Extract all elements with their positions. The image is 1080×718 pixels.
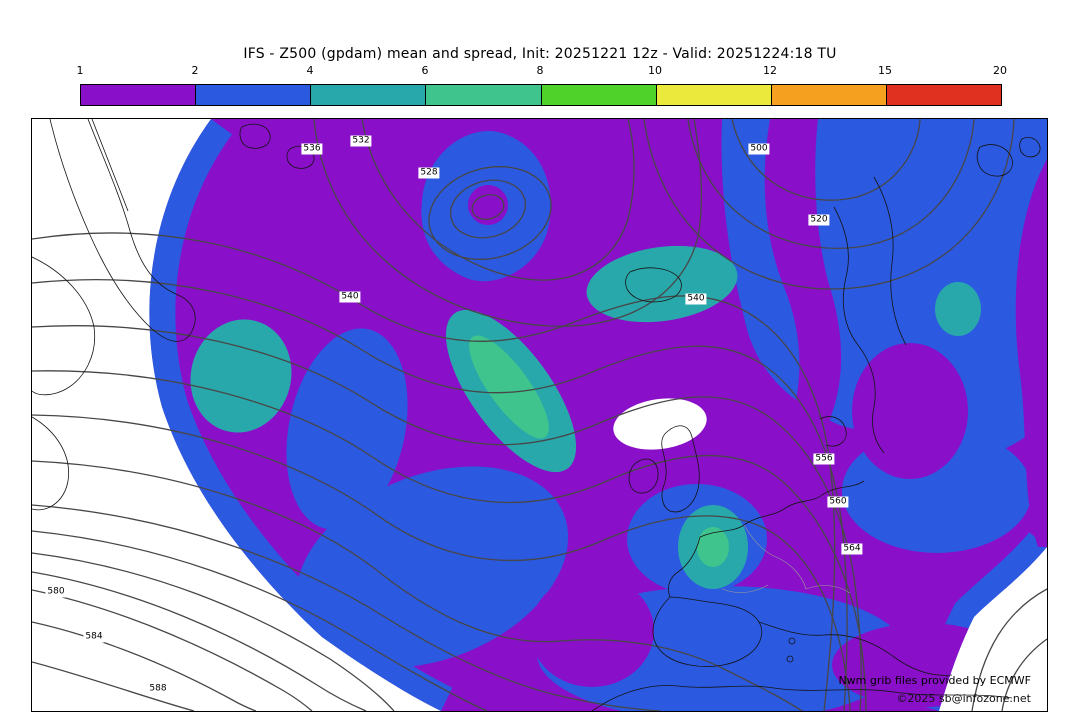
colorbar-segment: [886, 85, 1001, 105]
contour-label: 536: [301, 143, 323, 155]
attribution-provider: Nwm grib files provided by ECMWF: [838, 674, 1031, 687]
coastline-layer: [32, 119, 1041, 711]
contour-label: 560: [827, 496, 849, 508]
contour-label: 520: [808, 214, 830, 226]
colorbar-tick: 15: [878, 64, 892, 77]
map-svg: [32, 119, 1047, 711]
colorbar-segment: [426, 85, 542, 105]
contour-label: 584: [83, 631, 105, 643]
colorbar-segment: [541, 85, 657, 105]
colorbar-tick: 10: [648, 64, 662, 77]
contour-label: 540: [339, 291, 361, 303]
colorbar-segment: [771, 85, 887, 105]
contour-label: 580: [45, 586, 67, 598]
contour-label: 532: [350, 135, 372, 147]
colorbar-bar: [80, 84, 1002, 106]
colorbar-segment: [196, 85, 312, 105]
border-layer: [721, 524, 851, 594]
colorbar-segment: [656, 85, 772, 105]
spread-fill-layer: [149, 119, 1047, 711]
colorbar-tick: 6: [421, 64, 429, 77]
chart-title: IFS - Z500 (gpdam) mean and spread, Init…: [243, 46, 837, 62]
contour-label: 556: [813, 453, 835, 465]
contour-line-layer: [32, 119, 1047, 711]
colorbar-tick: 8: [536, 64, 544, 77]
attribution-copyright: ©2025 sb@infozone.net: [896, 692, 1031, 705]
colorbar-segment: [81, 85, 197, 105]
colorbar-segment: [311, 85, 427, 105]
colorbar-tick: 12: [763, 64, 777, 77]
contour-label: 540: [685, 293, 707, 305]
map-area: Nwm grib files provided by ECMWF ©2025 s…: [31, 118, 1048, 712]
colorbar-tick: 20: [993, 64, 1007, 77]
contour-label: 500: [748, 143, 770, 155]
contour-label: 528: [418, 167, 440, 179]
contour-label: 588: [147, 683, 169, 695]
contour-label: 564: [841, 543, 863, 555]
colorbar-ticks: 1 2 4 6 8 10 12 15 20: [76, 64, 1008, 78]
colorbar-tick: 2: [191, 64, 199, 77]
colorbar-tick: 1: [76, 64, 84, 77]
colorbar-tick: 4: [306, 64, 314, 77]
